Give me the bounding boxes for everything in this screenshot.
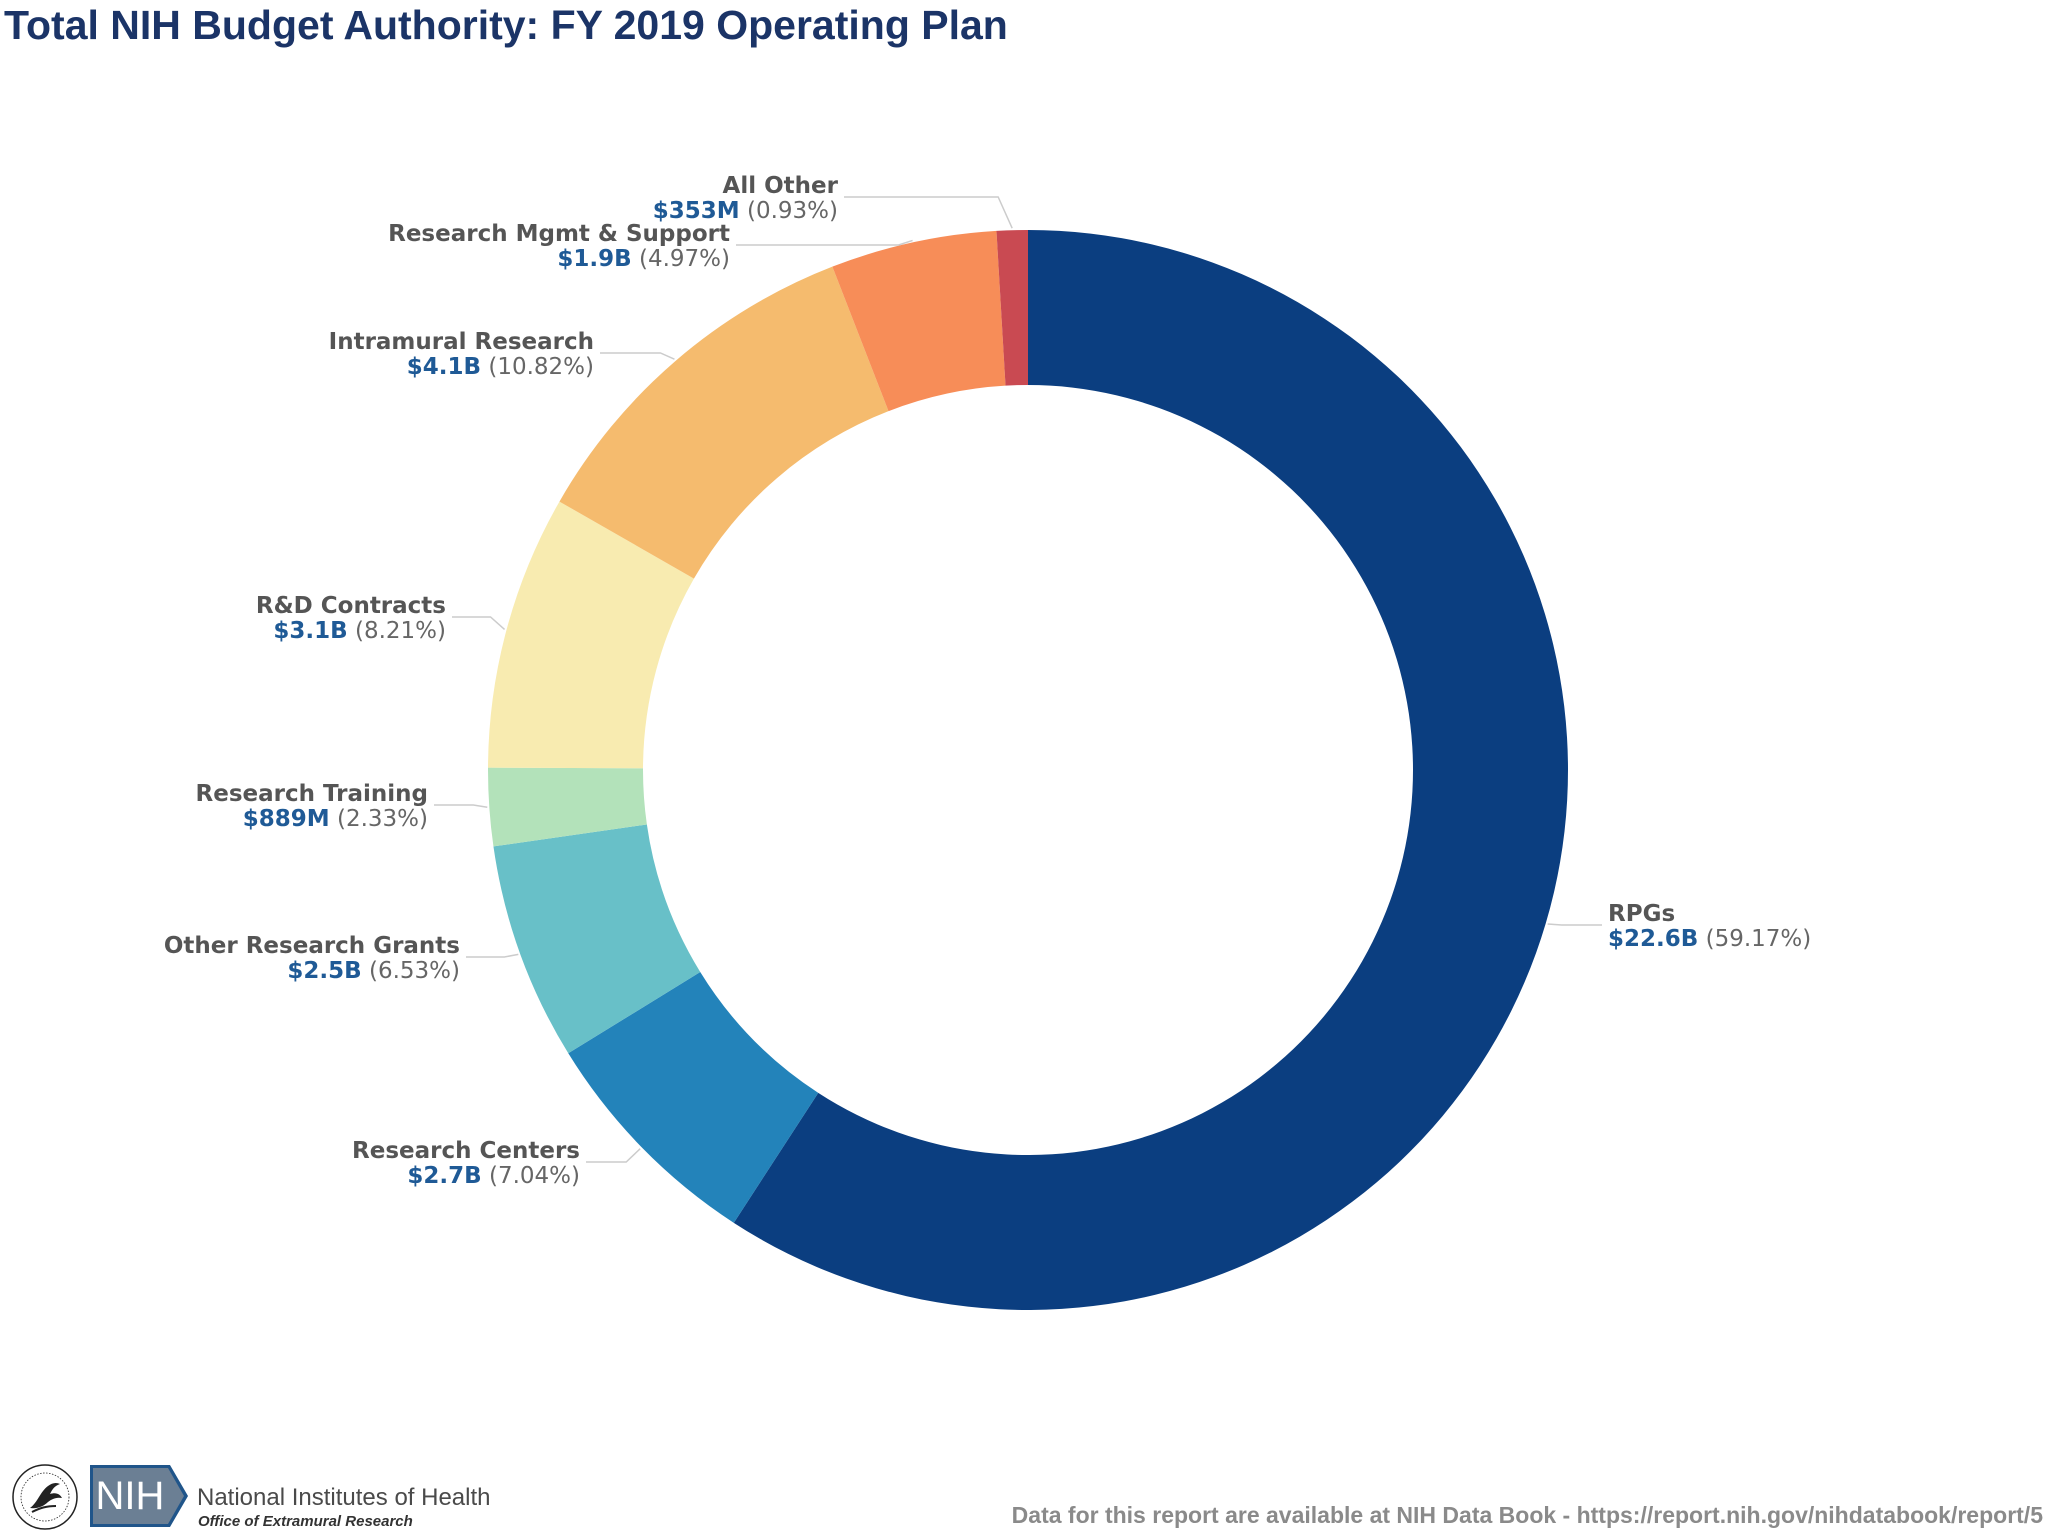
label-name-research-training: Research Training xyxy=(196,781,428,807)
label-value-research-training: $889M (2.33%) xyxy=(243,806,428,832)
label-amount-other-research-grants: $2.5B xyxy=(287,958,361,984)
label-name-research-centers: Research Centers xyxy=(352,1138,580,1164)
leader-line-research-centers xyxy=(586,1148,641,1163)
leader-line-rpgs xyxy=(1547,923,1602,926)
office-name: Office of Extramural Research xyxy=(198,1513,413,1530)
label-name-other-research-grants: Other Research Grants xyxy=(164,933,460,959)
label-value-randd-contracts: $3.1B (8.21%) xyxy=(273,618,446,644)
nih-logo-text: NIH xyxy=(96,1474,165,1518)
slice-rpgs[interactable] xyxy=(733,230,1568,1311)
label-percent-research-centers: (7.04%) xyxy=(482,1163,580,1189)
label-name-rpgs: RPGs xyxy=(1608,901,1675,927)
label-leader-lines xyxy=(434,196,1602,1163)
slice-research-training[interactable] xyxy=(487,767,647,847)
org-name: National Institutes of Health xyxy=(197,1484,491,1511)
donut-slices xyxy=(487,230,1568,1311)
label-amount-research-training: $889M xyxy=(243,806,330,832)
label-percent-intramural-research: (10.82%) xyxy=(481,354,594,380)
leader-line-research-training xyxy=(434,804,488,809)
slice-labels: RPGs$22.6B (59.17%) Research Centers$2.7B… xyxy=(164,173,1811,1189)
label-name-research-mgmt-and-support: Research Mgmt & Support xyxy=(388,221,730,247)
slice-all-other[interactable] xyxy=(996,230,1028,386)
label-amount-randd-contracts: $3.1B xyxy=(273,618,347,644)
slice-research-centers[interactable] xyxy=(568,971,819,1223)
label-value-research-mgmt-and-support: $1.9B (4.97%) xyxy=(557,246,730,272)
label-amount-rpgs: $22.6B xyxy=(1608,926,1698,952)
leader-line-all-other xyxy=(844,196,1013,229)
label-percent-rpgs: (59.17%) xyxy=(1698,926,1811,952)
label-name-intramural-research: Intramural Research xyxy=(329,329,594,355)
label-name-all-other: All Other xyxy=(723,173,839,199)
slice-randd-contracts[interactable] xyxy=(488,501,694,769)
label-percent-research-mgmt-and-support: (4.97%) xyxy=(632,246,730,272)
hhs-seal-icon xyxy=(12,1464,78,1530)
label-percent-research-training: (2.33%) xyxy=(330,806,428,832)
nih-logo: NIH xyxy=(90,1465,188,1527)
slice-intramural-research[interactable] xyxy=(559,266,889,579)
label-amount-research-centers: $2.7B xyxy=(407,1163,481,1189)
label-name-randd-contracts: R&D Contracts xyxy=(256,593,446,619)
data-source-note: Data for this report are available at NI… xyxy=(1011,1502,2043,1528)
label-value-rpgs: $22.6B (59.17%) xyxy=(1608,926,1811,952)
leader-line-other-research-grants xyxy=(466,953,519,958)
label-value-intramural-research: $4.1B (10.82%) xyxy=(407,354,594,380)
label-amount-intramural-research: $4.1B xyxy=(407,354,481,380)
page-title: Total NIH Budget Authority: FY 2019 Oper… xyxy=(4,2,1008,48)
label-percent-all-other: (0.93%) xyxy=(740,198,838,224)
label-value-research-centers: $2.7B (7.04%) xyxy=(407,1163,580,1189)
label-value-all-other: $353M (0.93%) xyxy=(653,198,838,224)
label-amount-research-mgmt-and-support: $1.9B xyxy=(557,246,631,272)
leader-line-randd-contracts xyxy=(452,616,506,631)
slice-research-mgmt-and-support[interactable] xyxy=(832,230,1006,412)
label-value-other-research-grants: $2.5B (6.53%) xyxy=(287,958,460,984)
label-percent-other-research-grants: (6.53%) xyxy=(362,958,460,984)
donut-chart: RPGs$22.6B (59.17%) Research Centers$2.7B… xyxy=(164,173,1811,1311)
leader-line-intramural-research xyxy=(600,352,675,360)
slice-other-research-grants[interactable] xyxy=(493,824,701,1054)
leader-line-research-mgmt-and-support xyxy=(736,239,913,246)
label-amount-all-other: $353M xyxy=(653,198,740,224)
label-percent-randd-contracts: (8.21%) xyxy=(348,618,446,644)
